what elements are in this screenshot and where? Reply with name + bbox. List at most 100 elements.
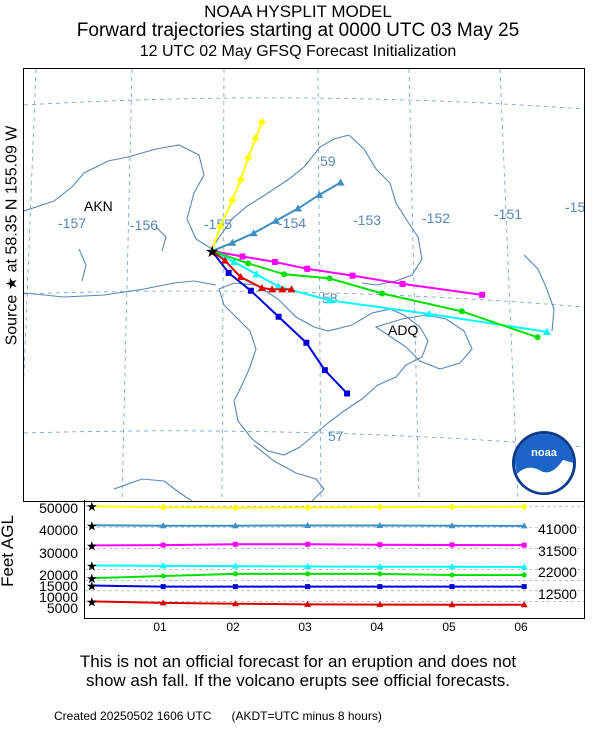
noaa-logo: noaa [511,430,577,496]
lon-label: -157 [58,215,86,231]
trajectory-marker [349,272,356,279]
forecast-init-title: 12 UTC 02 May GFSQ Forecast Initializati… [139,43,457,60]
lon-label: -152 [422,210,450,226]
start-height-label: 12500 [538,586,577,602]
trajectory-marker [449,572,455,578]
trajectory-marker [534,334,541,341]
trajectory-marker [274,282,283,290]
trajectory-marker [304,563,312,570]
height-series: ★ [86,539,527,554]
trajectory-marker [325,296,334,304]
disclaimer: This is not an official forecast for an … [0,652,596,690]
lat-label: 59 [320,153,336,169]
trajectory-marker [520,601,528,608]
latitude-labels: 59 58 57 [320,153,344,444]
trajectory-marker [160,573,166,579]
height-axis-label: Feet AGL [0,515,17,587]
xtick-label: 06 [514,620,528,634]
ytick-label: 15000 [39,578,78,594]
trajectory-marker [376,601,384,608]
lat-label: 57 [328,428,344,444]
trajectory-marker [520,563,528,570]
trajectory-marker [236,273,245,281]
source-star-icon: ★ [86,539,98,554]
source-star-icon: ★ [205,242,219,261]
trajectory-marker [458,308,465,315]
trajectory-marker [520,522,528,529]
lon-label: -155 [204,216,232,232]
trajectory-marker [239,253,246,260]
trajectory-marker [160,584,166,590]
source-star-icon: ★ [86,580,98,595]
trajectory-marker [521,572,527,578]
trajectory-marker [244,153,253,162]
xtick-label: 03 [298,620,312,634]
trajectory-marker [278,285,287,293]
noaa-logo-text: noaa [531,447,558,459]
height-series: ★ [86,571,527,587]
trajectory-marker [159,599,167,606]
longitude-labels: -157 -156 -155 -154 -153 -152 -151 -150 [58,199,584,233]
trajectory-marker [231,600,239,607]
trajectory-marker [275,313,282,320]
trajectory-path [211,178,345,252]
ytick-label: 30000 [39,545,78,561]
trajectory-marker [287,285,296,293]
height-time-chart: ★ ★ ★ ★ ★ ★ ★ [84,500,585,619]
trajectory-marker [379,290,386,297]
source-star-icon: ★ [86,500,98,515]
source-location-label: Source ★ at 58.35 N 155.09 W [3,76,22,396]
trajectory-marker [225,269,232,276]
trajectory-marker [448,503,456,511]
trajectory-marker [542,327,551,335]
trajectory-marker [257,283,266,291]
trajectory-marker [231,522,239,529]
height-series: ★ [86,580,527,595]
lon-label: -151 [494,206,522,222]
xtick-label: 05 [442,620,456,634]
start-height-label: 41000 [538,521,577,537]
model-title: NOAA HYSPLIT MODEL [204,2,392,21]
trajectory-marker [230,257,239,265]
ytick-label: 40000 [39,522,78,538]
trajectory-marker [304,265,311,272]
trajectory-marker [304,600,312,607]
xtick-label: 01 [153,620,167,634]
trajectory-marker [159,562,167,569]
trajectory-marker [344,390,351,397]
trajectory-marker [321,367,328,374]
trajectory-marker [521,584,527,590]
height-series: ★ [86,559,528,574]
trajectory-marker [232,571,238,577]
trajectory-title: Forward trajectories starting at 0000 UT… [76,20,520,41]
trajectory-marker [377,584,383,590]
trajectory-marker [294,204,303,212]
trajectory-marker [236,175,245,184]
trajectory-line [211,250,547,333]
height-series: ★ [86,519,528,534]
trajectory-path [211,250,541,341]
trajectory-line [211,250,538,339]
timezone-note: (AKDT=UTC minus 8 hours) [231,709,382,723]
trajectory-path [211,118,266,252]
source-star-icon: ★ [86,559,98,574]
lon-label: -154 [278,215,306,231]
trajectory-marker [304,521,312,528]
source-coordinates: at 58.35 N 155.09 W [3,125,21,273]
source-star-icon: ★ [86,572,98,587]
trajectory-marker [159,503,167,511]
start-height-label: 31500 [538,543,577,559]
disclaimer-line: show ash fall. If the volcano erupts see… [86,671,510,690]
ytick-label: 10000 [39,589,78,605]
trajectory-marker [228,196,237,205]
trajectory-marker [449,584,455,590]
trajectory-marker [249,229,258,237]
trajectory-marker [479,291,486,298]
trajectory-marker [448,522,456,529]
trajectory-marker [247,287,254,294]
trajectory-marker [159,522,167,529]
trajectory-marker [305,541,311,547]
trajectory-path [211,250,296,293]
trajectory-marker [304,504,312,511]
trajectory-marker [231,504,239,512]
